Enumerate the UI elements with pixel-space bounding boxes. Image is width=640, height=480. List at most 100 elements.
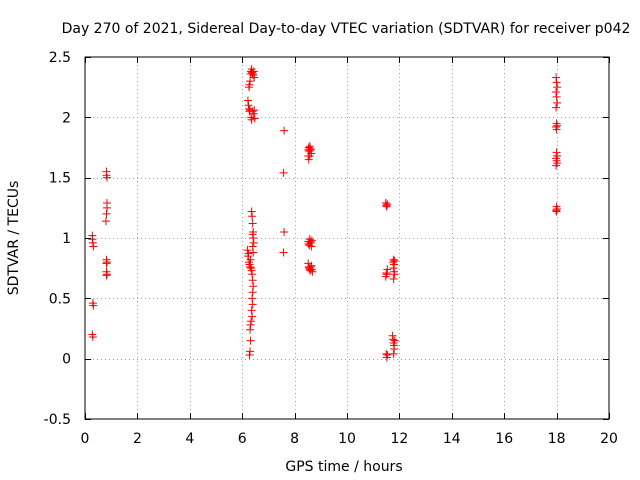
data-point <box>103 270 112 279</box>
data-point <box>103 258 112 267</box>
data-point <box>248 300 257 309</box>
data-point <box>243 96 252 105</box>
x-tick-label: 4 <box>185 431 194 447</box>
data-point <box>552 161 561 170</box>
data-point <box>250 106 259 115</box>
data-point <box>246 262 255 271</box>
data-point <box>390 345 399 354</box>
x-tick-label: 18 <box>548 431 566 447</box>
x-tick-label: 2 <box>133 431 142 447</box>
data-point <box>246 347 255 356</box>
data-point <box>389 335 398 344</box>
data-point <box>382 270 391 279</box>
data-point <box>248 219 257 228</box>
data-point <box>306 237 315 246</box>
data-point <box>88 235 97 244</box>
data-point <box>280 227 289 236</box>
data-point <box>248 242 257 251</box>
data-point <box>246 336 255 345</box>
data-point <box>308 267 317 276</box>
data-point <box>249 282 258 291</box>
data-point <box>102 209 111 218</box>
data-point <box>382 201 391 210</box>
data-point <box>248 230 257 239</box>
data-point <box>279 168 288 177</box>
data-point <box>250 73 259 82</box>
data-point <box>306 266 315 275</box>
data-point <box>389 275 398 284</box>
data-point <box>243 246 252 255</box>
data-point <box>306 144 315 153</box>
x-tick-label: 8 <box>290 431 299 447</box>
data-point <box>247 317 256 326</box>
y-tick-label: 0.5 <box>49 291 71 307</box>
data-point <box>553 98 562 107</box>
data-point <box>245 80 254 89</box>
data-point <box>552 73 561 82</box>
data-point <box>247 306 256 315</box>
data-point <box>103 203 112 212</box>
data-point <box>552 206 561 215</box>
x-tick-label: 10 <box>338 431 356 447</box>
y-tick-label: 2.5 <box>49 50 71 66</box>
data-point <box>247 207 256 216</box>
data-point <box>390 260 399 269</box>
data-point <box>307 261 316 270</box>
data-point <box>389 349 398 358</box>
y-tick-label: 1.5 <box>49 171 71 187</box>
data-point <box>244 249 253 258</box>
data-point <box>102 259 111 268</box>
data-point <box>249 234 258 242</box>
data-point <box>89 242 98 251</box>
data-point <box>249 67 258 76</box>
data-point <box>388 331 397 340</box>
data-point <box>383 200 392 209</box>
data-point <box>389 264 398 273</box>
data-point <box>304 155 313 164</box>
data-point <box>245 351 254 360</box>
data-point <box>552 78 561 87</box>
data-point <box>246 255 255 264</box>
data-point <box>382 268 391 277</box>
data-point <box>552 148 561 157</box>
data-point <box>390 270 399 279</box>
data-point <box>248 212 257 221</box>
y-tick-label: 1 <box>62 231 71 247</box>
data-point <box>248 312 257 321</box>
data-point <box>248 288 257 297</box>
data-point <box>280 126 289 135</box>
data-point <box>88 332 97 341</box>
data-point <box>248 270 257 279</box>
data-points <box>88 65 562 362</box>
data-point <box>246 320 255 329</box>
y-tick-labels: -0.5 0 0.5 1 1.5 2 2.5 <box>44 50 71 428</box>
data-point <box>389 255 398 264</box>
data-point <box>552 92 561 101</box>
x-tick-label: 12 <box>390 431 408 447</box>
x-tick-labels: 0 2 4 6 8 10 12 14 16 18 20 <box>81 431 618 447</box>
data-point <box>383 351 392 360</box>
data-point <box>246 325 255 334</box>
chart-title: Day 270 of 2021, Sidereal Day-to-day VTE… <box>62 21 631 37</box>
data-point <box>247 266 256 275</box>
data-point <box>249 238 258 247</box>
data-point <box>390 256 399 265</box>
x-axis-label: GPS time / hours <box>285 459 402 475</box>
x-tick-label: 14 <box>443 431 461 447</box>
x-tick-label: 6 <box>238 431 247 447</box>
x-tick-label: 0 <box>81 431 90 447</box>
y-axis-label: SDTVAR / TECUs <box>6 181 22 296</box>
x-tick-label: 16 <box>495 431 513 447</box>
data-point <box>101 217 110 226</box>
data-point <box>552 125 561 134</box>
y-tick-label: -0.5 <box>44 412 71 428</box>
y-tick-label: 0 <box>62 352 71 368</box>
data-point <box>246 77 255 86</box>
data-point <box>307 242 316 251</box>
data-point <box>382 349 391 358</box>
data-point <box>553 121 562 130</box>
data-point <box>102 271 111 280</box>
data-point <box>248 294 257 303</box>
data-point <box>249 248 258 257</box>
data-point <box>249 109 258 118</box>
